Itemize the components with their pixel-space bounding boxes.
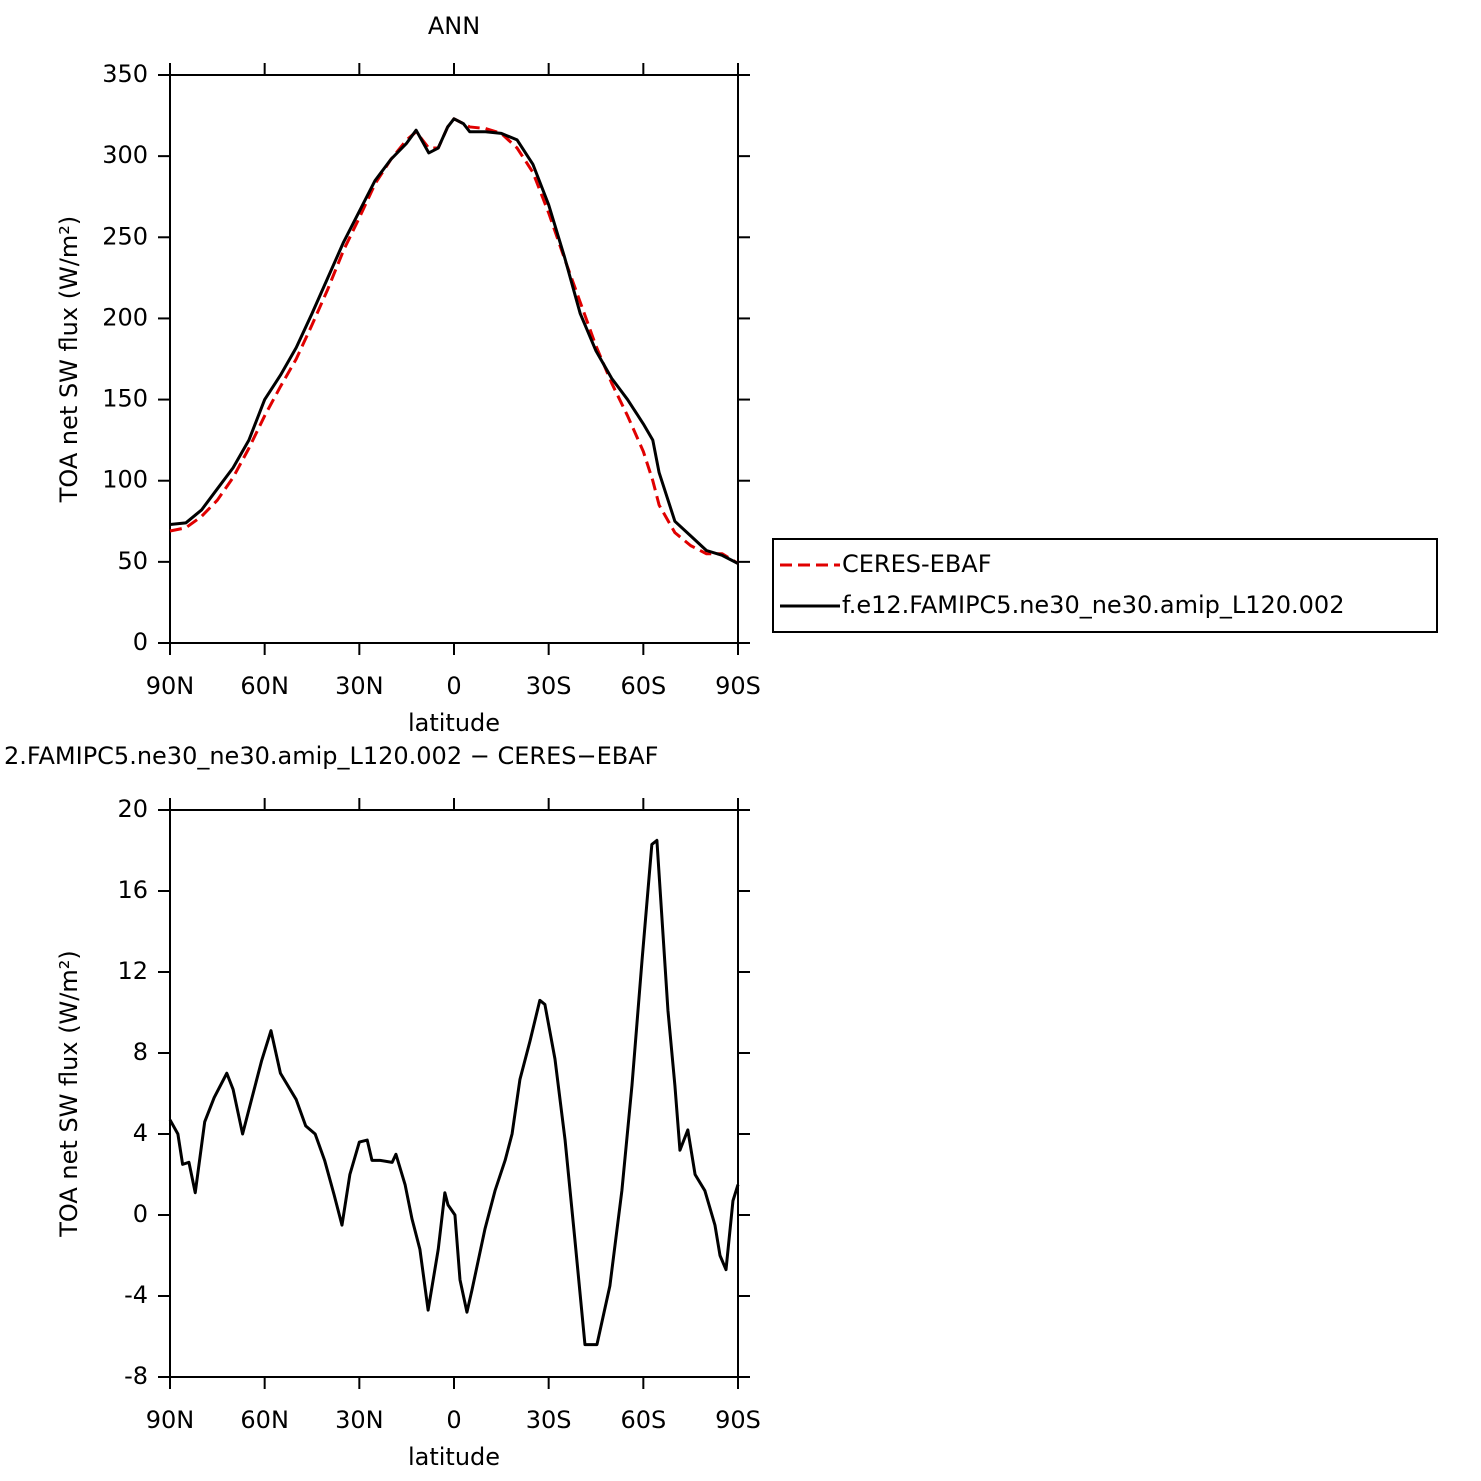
x-tick-label: 30N	[335, 1406, 384, 1434]
y-axis-label: TOA net SW flux (W/m²)	[55, 950, 83, 1238]
plot-frame	[169, 809, 739, 1378]
chart-title: 2.FAMIPC5.ne30_ne30.amip_L120.002 − CERE…	[4, 742, 658, 770]
y-tick-label: 300	[102, 141, 148, 169]
y-tick-label: 0	[133, 628, 148, 656]
x-axis-label: latitude	[408, 709, 500, 737]
y-tick-label: 50	[117, 547, 148, 575]
data-line	[168, 838, 740, 1347]
x-tick-label: 30S	[526, 672, 572, 700]
x-tick-label: 90N	[146, 672, 195, 700]
data-line	[169, 117, 739, 565]
y-tick-label: 16	[117, 876, 148, 904]
y-tick-label: 8	[133, 1038, 148, 1066]
chart-title: ANN	[428, 12, 480, 40]
x-tick-label: 30S	[526, 1406, 572, 1434]
x-tick-label: 90N	[146, 1406, 195, 1434]
y-tick-label: 100	[102, 466, 148, 494]
x-tick-label: 0	[446, 1406, 461, 1434]
data-line	[169, 117, 739, 565]
y-tick-label: 4	[133, 1119, 148, 1147]
legend-label: CERES-EBAF	[842, 550, 992, 578]
y-tick-label: 200	[102, 303, 148, 331]
y-tick-label: 150	[102, 385, 148, 413]
x-tick-label: 60S	[620, 672, 666, 700]
y-tick-label: 250	[102, 222, 148, 250]
y-axis-label: TOA net SW flux (W/m²)	[55, 216, 83, 504]
x-axis-label: latitude	[408, 1443, 500, 1471]
y-tick-label: 350	[102, 60, 148, 88]
x-tick-label: 90S	[715, 672, 761, 700]
legend-label: f.e12.FAMIPC5.ne30_ne30.amip_L120.002	[842, 591, 1344, 619]
x-tick-label: 60N	[240, 1406, 289, 1434]
x-tick-label: 90S	[715, 1406, 761, 1434]
x-tick-label: 60N	[240, 672, 289, 700]
y-tick-label: 12	[117, 957, 148, 985]
legend-box	[772, 538, 1438, 633]
y-tick-label: 0	[133, 1200, 148, 1228]
x-tick-label: 0	[446, 672, 461, 700]
y-tick-label: -4	[124, 1281, 148, 1309]
x-tick-label: 30N	[335, 672, 384, 700]
y-tick-label: -8	[124, 1362, 148, 1390]
plot-frame	[169, 74, 739, 644]
y-tick-label: 20	[117, 795, 148, 823]
x-tick-label: 60S	[620, 1406, 666, 1434]
